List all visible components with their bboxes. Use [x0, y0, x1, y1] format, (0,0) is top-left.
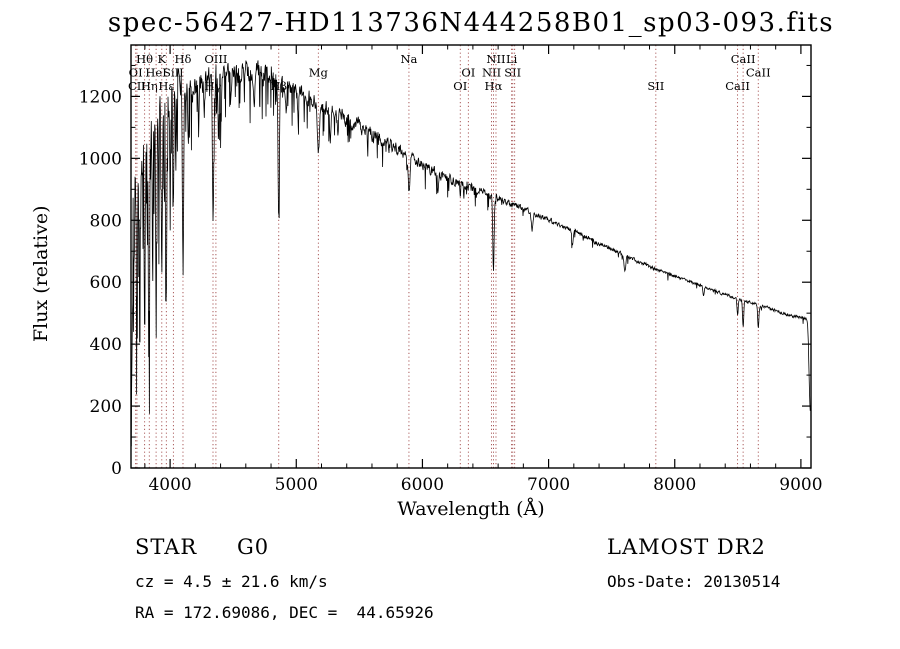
survey-release: LAMOST DR2	[607, 535, 766, 559]
spectral-line-label: Mg	[309, 66, 329, 80]
x-tick-label: 5000	[275, 475, 318, 495]
spectral-line-label: Hε	[158, 79, 174, 93]
spectral-line-label: SiII	[163, 66, 184, 80]
spectral-line-label: CII	[128, 79, 146, 93]
obs-date: Obs-Date: 20130514	[607, 572, 781, 591]
x-tick-label: 6000	[401, 475, 444, 495]
spectral-line-label: CaII	[746, 66, 771, 80]
spectral-line-label: CaII	[731, 52, 756, 66]
x-tick-label: 4000	[148, 475, 191, 495]
spectral-line-label: NII	[486, 52, 505, 66]
spectral-line-label: Hδ	[175, 52, 192, 66]
spectral-line-label: K	[157, 52, 166, 66]
spectral-line-label: NII	[482, 66, 501, 80]
plot-frame	[130, 44, 812, 469]
x-tick-label: 9000	[779, 475, 822, 495]
y-tick-label: 1000	[79, 149, 122, 169]
y-tick-label: 200	[90, 397, 122, 417]
object-class: STAR	[135, 535, 198, 559]
y-tick-label: 400	[90, 335, 122, 355]
x-axis-label: Wavelength (Å)	[397, 498, 545, 520]
spectral-line-label: OIII	[204, 52, 227, 66]
spectral-line-label: Hθ	[136, 52, 153, 66]
y-tick-label: 600	[90, 273, 122, 293]
spectral-line-label: OI	[129, 66, 143, 80]
spectral-line-label: CaII	[725, 79, 750, 93]
spectral-line-label: OI	[461, 66, 475, 80]
y-tick-label: 1200	[79, 87, 122, 107]
x-tick-label: 7000	[527, 475, 570, 495]
spectral-line-label: Na	[400, 52, 417, 66]
spectral-line-label: SII	[504, 66, 521, 80]
spectral-line-label: OI	[453, 79, 467, 93]
x-tick-label: 8000	[653, 475, 696, 495]
ra-dec: RA = 172.69086, DEC = 44.65926	[135, 603, 434, 622]
spectral-line-label: SII	[647, 79, 664, 93]
tick-labels: 4000 5000 6000 7000 8000 9000 0 200 400 600 800 100…	[79, 87, 823, 495]
axes-frame	[130, 44, 812, 469]
spectral-line-label: Hα	[485, 79, 503, 93]
spectrum-line	[130, 60, 811, 447]
object-subclass: G0	[237, 535, 270, 559]
y-tick-label: 800	[90, 211, 122, 231]
cz-value: cz = 4.5 ± 21.6 km/s	[135, 572, 328, 591]
spectral-line-label: Li	[506, 52, 518, 66]
spectral-line-label: Hη	[141, 79, 158, 93]
plot-title: spec-56427-HD113736N444258B01_sp03-093.f…	[107, 8, 835, 38]
y-tick-label: 0	[111, 459, 122, 479]
